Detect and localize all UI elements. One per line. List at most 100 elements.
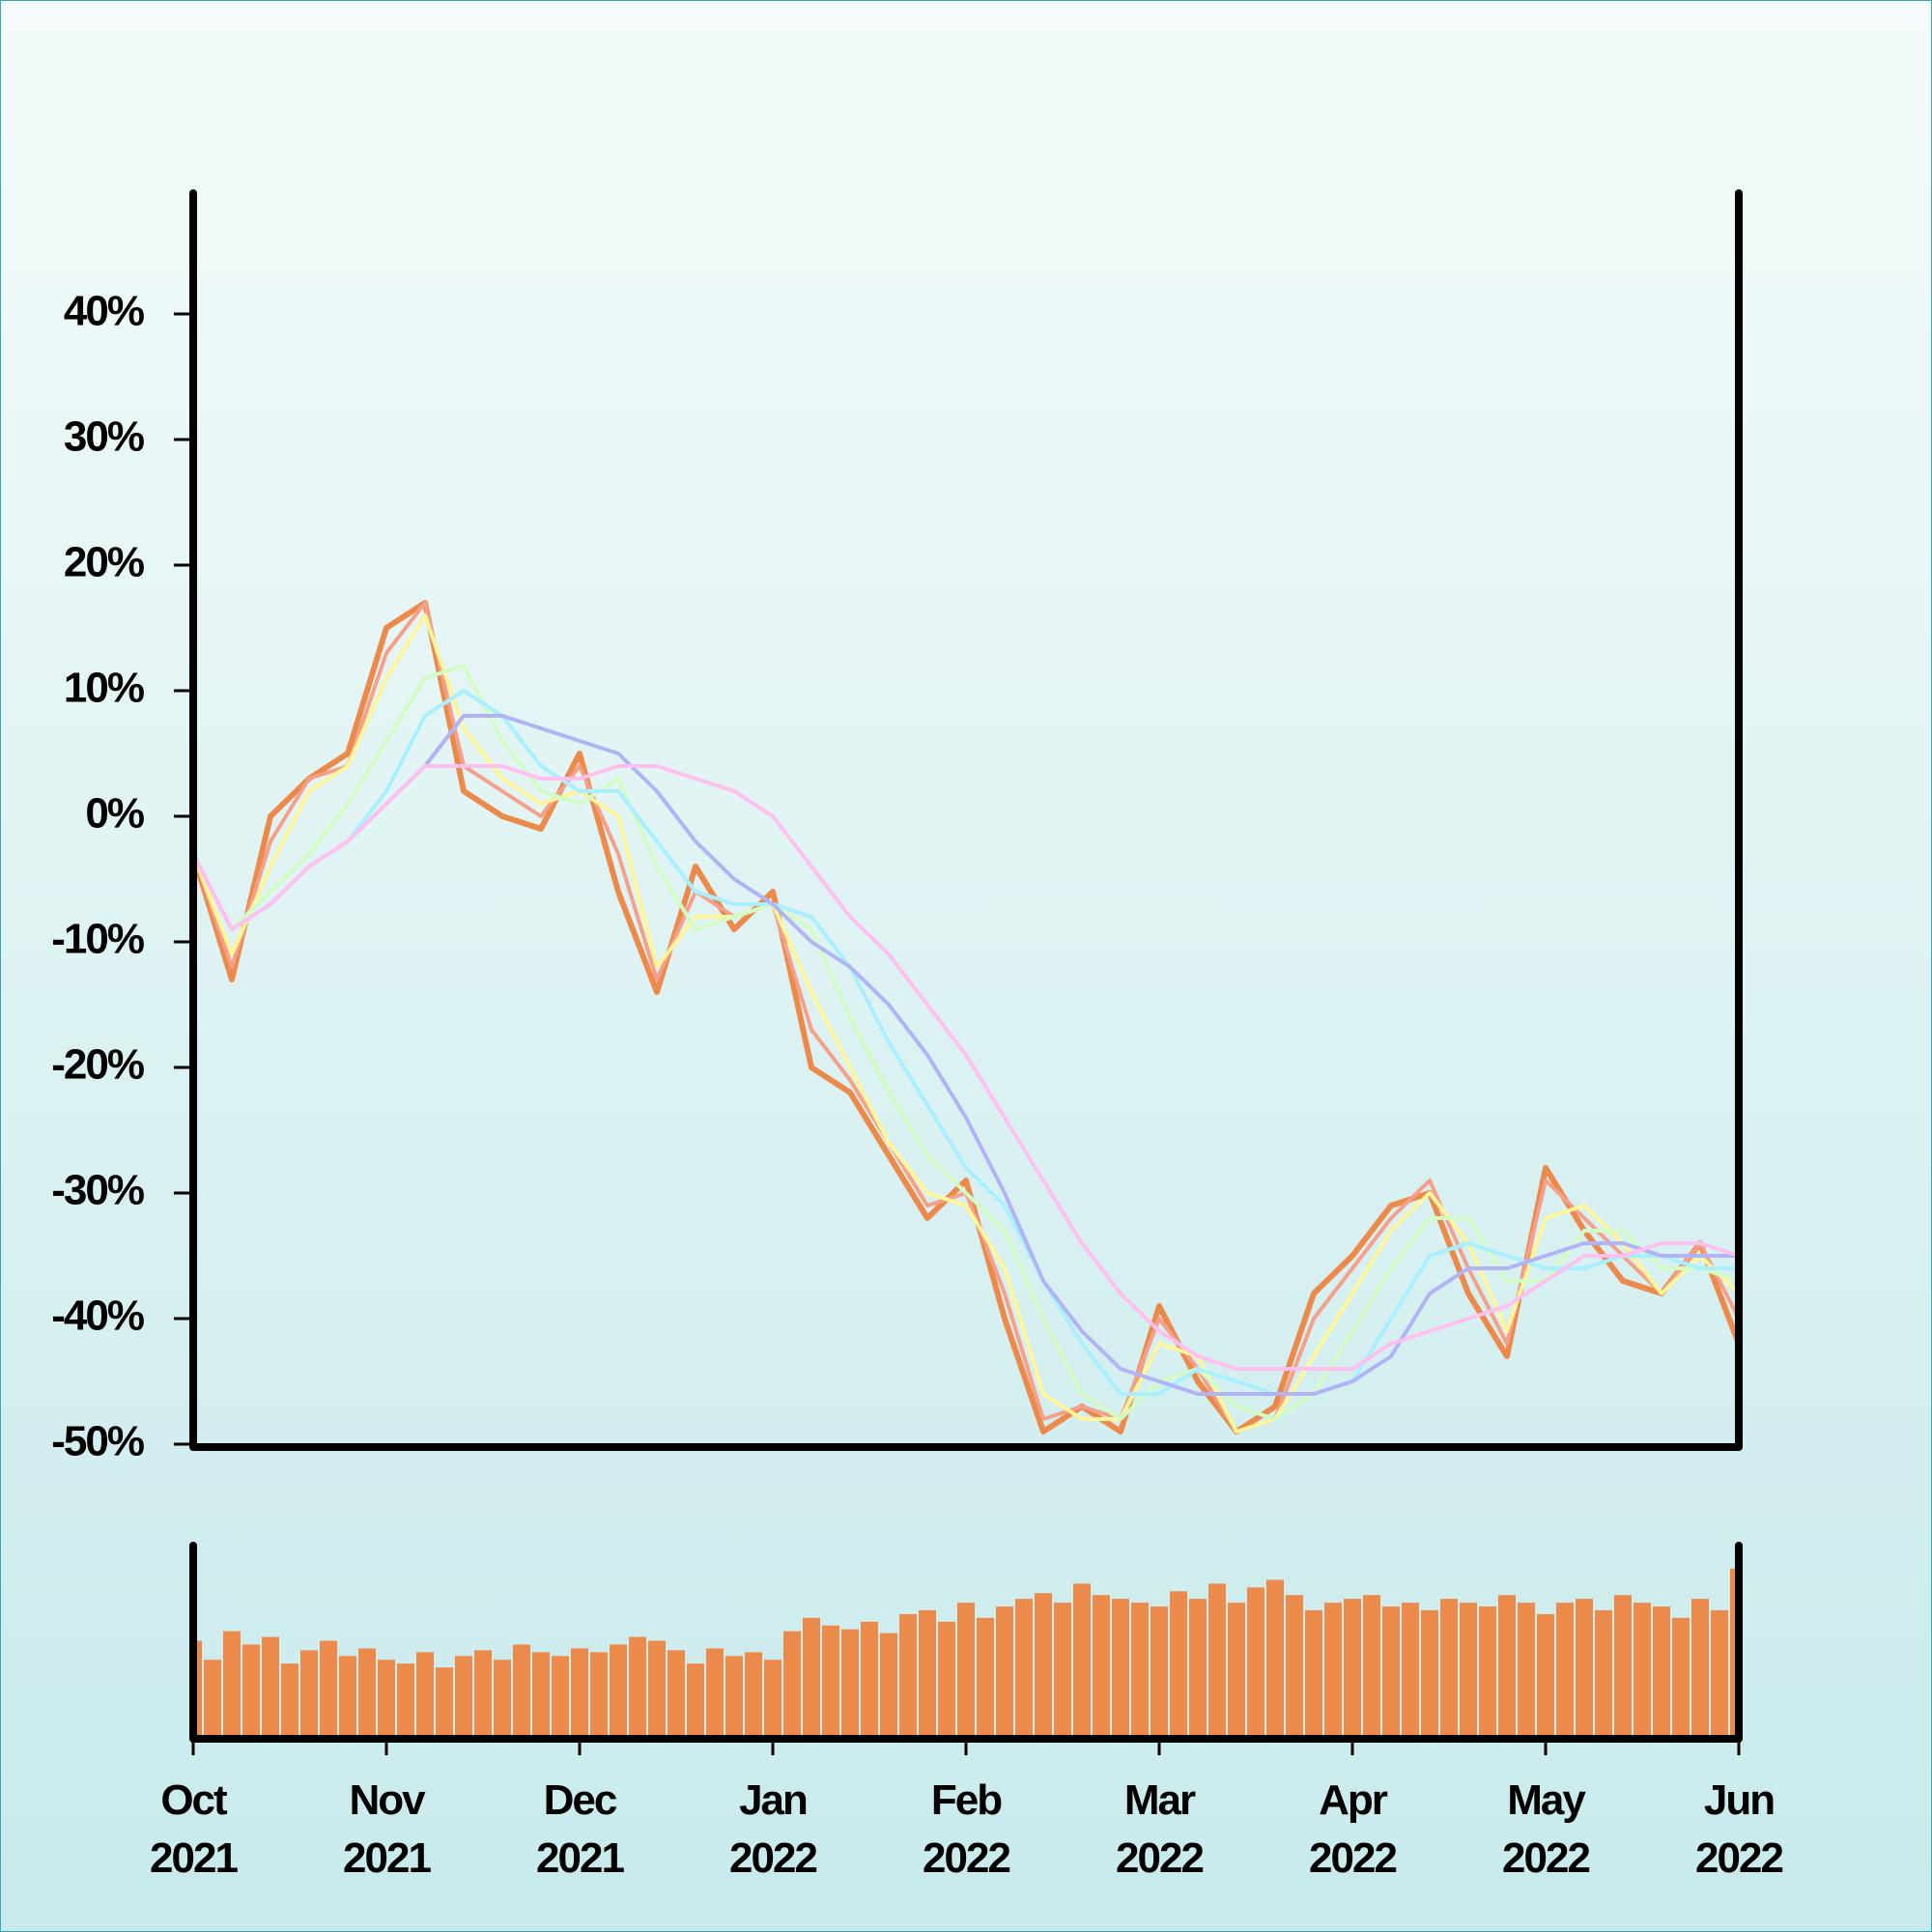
volume-bar [1266, 1579, 1284, 1736]
volume-bar [803, 1617, 820, 1736]
volume-bar [1363, 1595, 1380, 1736]
volume-bar [300, 1650, 318, 1736]
y-tick-label: -20% [51, 1041, 144, 1089]
volume-bar [977, 1617, 994, 1736]
volume-bar [725, 1656, 743, 1736]
volume-bar [436, 1667, 453, 1736]
y-tick-label: -40% [51, 1293, 144, 1340]
axis-frame [189, 1542, 1743, 1743]
volume-bar [1189, 1599, 1207, 1736]
volume-bar [204, 1660, 221, 1736]
volume-bar [494, 1660, 511, 1736]
price-panel: -50% -40% -30% -20% -10% 0% 10% 20% 30% 40% [51, 189, 1743, 1465]
y-tick-label: -30% [51, 1167, 144, 1214]
volume-bar [1421, 1609, 1438, 1736]
volume-bar [706, 1648, 724, 1736]
x-tick-label: Dec 2021 [536, 1776, 624, 1882]
volume-bar [764, 1660, 781, 1736]
volume-bar [1382, 1606, 1400, 1736]
volume-bar [358, 1648, 376, 1736]
volume-bar [668, 1650, 685, 1736]
volume-bar [552, 1656, 569, 1736]
moving-average-line [191, 714, 1739, 1396]
volume-bar [1730, 1568, 1739, 1736]
volume-bar [1170, 1591, 1187, 1736]
volume-bar [1131, 1603, 1149, 1736]
volume-bar [397, 1663, 414, 1736]
volume-bar [590, 1652, 608, 1736]
volume-bar [320, 1640, 337, 1736]
volume-bar [1691, 1599, 1709, 1736]
volume-bar [1614, 1595, 1632, 1736]
volume-bar [378, 1660, 395, 1736]
volume-bar [957, 1603, 975, 1736]
volume-bar [783, 1631, 801, 1736]
volume-bar [1015, 1599, 1033, 1736]
volume-bar [1595, 1609, 1612, 1736]
y-tick-label: 20% [64, 539, 144, 586]
y-tick-label: -50% [51, 1418, 144, 1465]
volume-bar [571, 1648, 588, 1736]
volume-bar [1711, 1609, 1728, 1736]
volume-bar [822, 1625, 839, 1736]
x-tick-label: Oct 2021 [150, 1776, 238, 1882]
y-tick-label: 10% [64, 665, 144, 712]
volume-bar [474, 1650, 492, 1736]
volume-bar [629, 1636, 646, 1736]
volume-panel: Oct 2021 Nov 2021 Dec 2021 Jan 2022 Feb 2022 Mar 20… [150, 1542, 1784, 1882]
volume-bar [1576, 1599, 1593, 1736]
volume-bar [339, 1656, 356, 1736]
volume-bar [1073, 1583, 1091, 1736]
x-tick-label: Jan 2022 [729, 1776, 816, 1882]
moving-average-line [191, 689, 1739, 1396]
volume-bar [1653, 1606, 1670, 1736]
volume-bar [532, 1652, 550, 1736]
volume-bar [1208, 1583, 1226, 1736]
volume-bar [1440, 1599, 1458, 1736]
y-tick-label: 0% [85, 790, 143, 838]
volume-bar [1324, 1603, 1342, 1736]
volume-bar [1498, 1595, 1516, 1736]
volume-bar [1228, 1603, 1245, 1736]
moving-average-line [191, 613, 1741, 1434]
volume-bar [416, 1652, 434, 1736]
x-tick-label: Nov 2021 [343, 1776, 431, 1882]
volume-bar [919, 1609, 936, 1736]
x-tick-label: Mar 2022 [1116, 1776, 1203, 1882]
y-tick-label: 40% [64, 288, 144, 335]
volume-bar [880, 1633, 897, 1736]
volume-bar [1460, 1603, 1477, 1736]
volume-bar [1054, 1603, 1071, 1736]
volume-bar [861, 1621, 878, 1736]
volume-bar [1093, 1595, 1110, 1736]
y-tick-label: 30% [64, 413, 144, 461]
volume-bar [513, 1644, 530, 1736]
volume-bar [938, 1621, 955, 1736]
x-tick-label: May 2022 [1502, 1776, 1589, 1882]
volume-bar [1151, 1606, 1168, 1736]
volume-bar [1344, 1599, 1361, 1736]
volume-bar [223, 1631, 241, 1736]
moving-average-line [191, 664, 1740, 1421]
volume-bar [1286, 1595, 1303, 1736]
volume-bar [1247, 1587, 1264, 1736]
x-tick-label: Apr 2022 [1309, 1776, 1396, 1882]
volume-bar [996, 1606, 1013, 1736]
volume-bar [1537, 1613, 1554, 1736]
volume-bar [1556, 1603, 1574, 1736]
volume-bar [1112, 1599, 1129, 1736]
volume-bar [455, 1656, 472, 1736]
volume-bar [193, 1640, 202, 1736]
volume-bar [262, 1636, 279, 1736]
volume-bar [610, 1644, 627, 1736]
volume-bar [1518, 1603, 1535, 1736]
y-tick-label: -10% [51, 916, 144, 963]
volume-bar [745, 1652, 762, 1736]
volume-bar [242, 1644, 260, 1736]
volume-bar [899, 1613, 917, 1736]
volume-bar [841, 1629, 859, 1736]
axis-frame [189, 189, 1743, 1451]
volume-bar [687, 1663, 704, 1736]
